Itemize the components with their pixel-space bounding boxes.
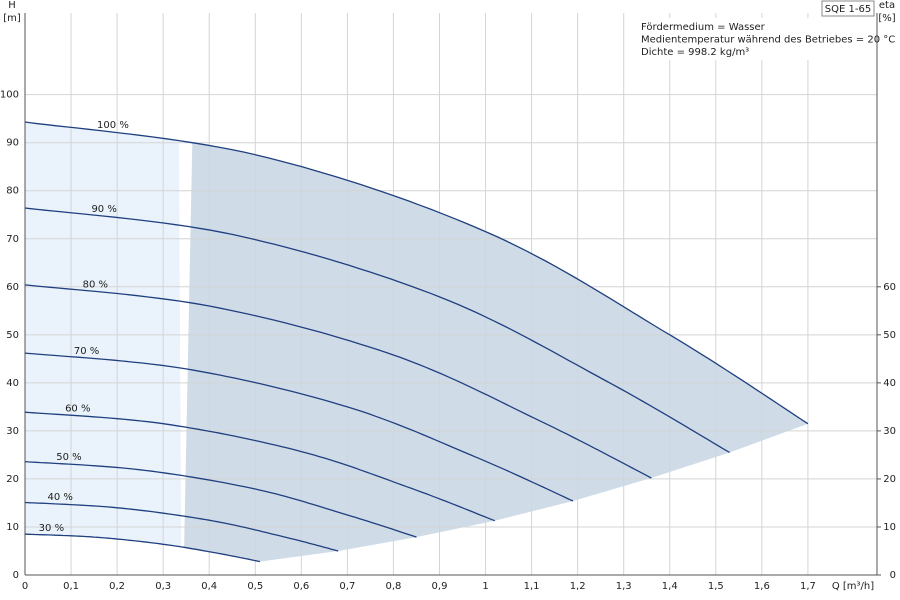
pump-curve — [24, 121, 809, 425]
y-tick-label: 50 — [6, 330, 19, 341]
x-tick-label: 1,3 — [616, 581, 632, 592]
operating-area — [184, 142, 808, 562]
y2-axis-unit: [%] — [878, 13, 895, 24]
x-tick-label: 0,4 — [201, 581, 217, 592]
curve-label: 90 % — [91, 204, 116, 215]
curve-label: 60 % — [65, 404, 90, 415]
x-tick-label: 0 — [22, 581, 28, 592]
x-tick-label: 1,6 — [754, 581, 770, 592]
info-line: Fördermedium = Wasser — [641, 22, 766, 33]
x-tick-label: 0,5 — [247, 581, 263, 592]
x-tick-label: 1,5 — [708, 581, 724, 592]
y2-tick-label: 20 — [883, 474, 896, 485]
curve-label: 40 % — [47, 492, 72, 503]
y-tick-label: 60 — [6, 282, 19, 293]
y-tick-label: 0 — [13, 570, 19, 581]
y-axis-unit: [m] — [3, 13, 21, 24]
info-line: Dichte = 998.2 kg/m³ — [641, 47, 749, 58]
x-axis-label: Q [m³/h] — [832, 581, 874, 592]
info-box — [636, 18, 874, 60]
y-tick-label: 80 — [6, 186, 19, 197]
pump-curve — [24, 501, 339, 552]
curve-label: 80 % — [83, 279, 108, 290]
x-tick-label: 0,8 — [385, 581, 401, 592]
pump-curve — [24, 352, 574, 502]
x-tick-label: 1,4 — [662, 581, 678, 592]
y-tick-label: 40 — [6, 378, 19, 389]
product-name: SQE 1-65 — [825, 4, 871, 15]
x-tick-label: 1,7 — [800, 581, 816, 592]
x-tick-label: 0,3 — [155, 581, 171, 592]
x-tick-label: 0,1 — [63, 581, 79, 592]
pump-curve — [24, 207, 730, 454]
y-tick-label: 20 — [6, 474, 19, 485]
y2-tick-label: 0 — [890, 570, 896, 581]
y2-tick-label: 40 — [883, 378, 896, 389]
y2-tick-label: 30 — [883, 426, 896, 437]
y-tick-label: 70 — [6, 234, 19, 245]
curve-label: 100 % — [97, 120, 129, 131]
curve-label: 50 % — [56, 452, 81, 463]
pump-curve — [25, 533, 261, 563]
x-tick-label: 1,2 — [570, 581, 586, 592]
y2-tick-label: 60 — [883, 282, 896, 293]
y-tick-label: 100 — [0, 90, 19, 101]
y2-tick-label: 50 — [883, 330, 896, 341]
pump-curve — [24, 411, 496, 522]
x-tick-label: 1 — [482, 581, 488, 592]
x-tick-label: 0,9 — [432, 581, 448, 592]
y-tick-label: 10 — [6, 522, 19, 533]
pump-curve — [24, 460, 417, 538]
pump-curve — [24, 284, 652, 479]
y2-tick-label: 10 — [883, 522, 896, 533]
x-tick-label: 0,6 — [293, 581, 309, 592]
x-tick-label: 0,7 — [339, 581, 355, 592]
y-axis-label: H — [8, 0, 16, 11]
x-tick-label: 0,2 — [109, 581, 125, 592]
x-tick-label: 1,1 — [524, 581, 540, 592]
y2-axis-label: eta — [879, 0, 895, 11]
product-box — [821, 0, 875, 17]
info-line: Medientemperatur während des Betriebes =… — [641, 35, 895, 46]
curve-label: 30 % — [39, 523, 64, 534]
y-tick-label: 90 — [6, 138, 19, 149]
y-tick-label: 30 — [6, 426, 19, 437]
curve-label: 70 % — [74, 346, 99, 357]
